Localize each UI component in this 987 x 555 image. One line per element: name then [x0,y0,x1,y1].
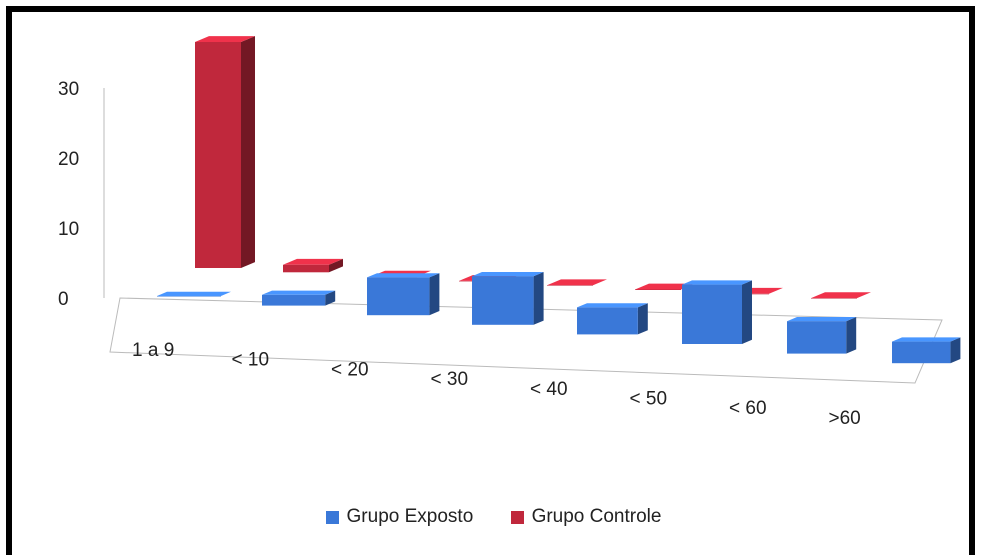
bar-top [157,291,231,296]
bar-top [577,303,648,308]
bar-exposto [262,290,336,306]
exposto-bars [157,272,961,364]
bar-front [635,289,681,290]
category-labels: 1 a 9 < 10 < 20 < 30 < 40 < 50 < 60 >60 [132,340,861,429]
bar-top [472,272,544,277]
bar-front [157,296,221,297]
legend-item-controle: Grupo Controle [510,506,662,528]
bar-top [547,279,607,286]
bar-exposto [367,273,440,316]
bar-front [283,264,329,273]
bar-front [787,321,847,354]
legend-label-controle: Grupo Controle [531,506,662,527]
bar-top [195,36,255,42]
controle-bars [195,36,871,299]
bar-front [682,284,742,344]
y-tick-label: 0 [58,289,69,310]
bar-side [846,317,857,354]
bar-exposto [472,272,544,325]
legend: Grupo Exposto Grupo Controle [0,506,987,530]
category-label: < 40 [530,379,568,400]
y-tick-label: 20 [58,149,79,170]
bar-front [811,298,857,299]
category-label: < 20 [331,359,369,380]
y-axis: 0 10 20 30 [58,79,105,310]
bar-top [367,273,440,278]
bar-exposto [157,291,231,297]
category-label: 1 a 9 [132,340,174,361]
bar-top [262,290,336,295]
bar-top [283,258,343,265]
chart-floor [109,297,943,384]
bar-controle [635,283,695,290]
legend-label-exposto: Grupo Exposto [346,506,474,527]
bar-side [533,272,544,325]
bar-exposto [577,303,648,335]
bar-exposto [787,317,857,354]
category-label: < 30 [431,369,469,390]
bar-exposto [892,337,961,364]
bar-front [547,285,593,286]
bar-controle [811,292,871,299]
bar-front [367,277,430,316]
bar-top [811,292,871,299]
y-tick-label: 10 [58,219,79,240]
bar-front [472,276,534,325]
bar-exposto [682,280,752,344]
category-label: < 10 [232,350,270,371]
category-label: < 50 [630,389,668,410]
legend-swatch-exposto [325,510,339,524]
bar-side [950,337,961,364]
bar-side [637,303,648,335]
bar-controle [547,279,607,286]
bar-front [262,294,326,306]
bar-top [892,337,961,342]
bar-front [195,42,241,268]
category-label: < 60 [729,398,767,419]
bar-top [635,283,695,290]
bar-side [329,258,343,273]
bar-front [892,341,951,364]
category-label: >60 [829,408,861,429]
chart-frame [6,6,975,555]
bar-side [241,36,255,269]
bar-front [577,307,638,335]
bar-top [682,280,752,285]
bar-side [325,290,336,306]
bar-controle [283,258,343,273]
legend-item-exposto: Grupo Exposto [325,506,474,528]
bar-top [787,317,857,322]
bar-side [429,273,440,316]
floor-outline [109,297,943,384]
bar-side [742,280,752,344]
legend-swatch-controle [510,510,524,524]
bar-controle [195,36,255,269]
y-tick-label: 30 [58,79,79,100]
